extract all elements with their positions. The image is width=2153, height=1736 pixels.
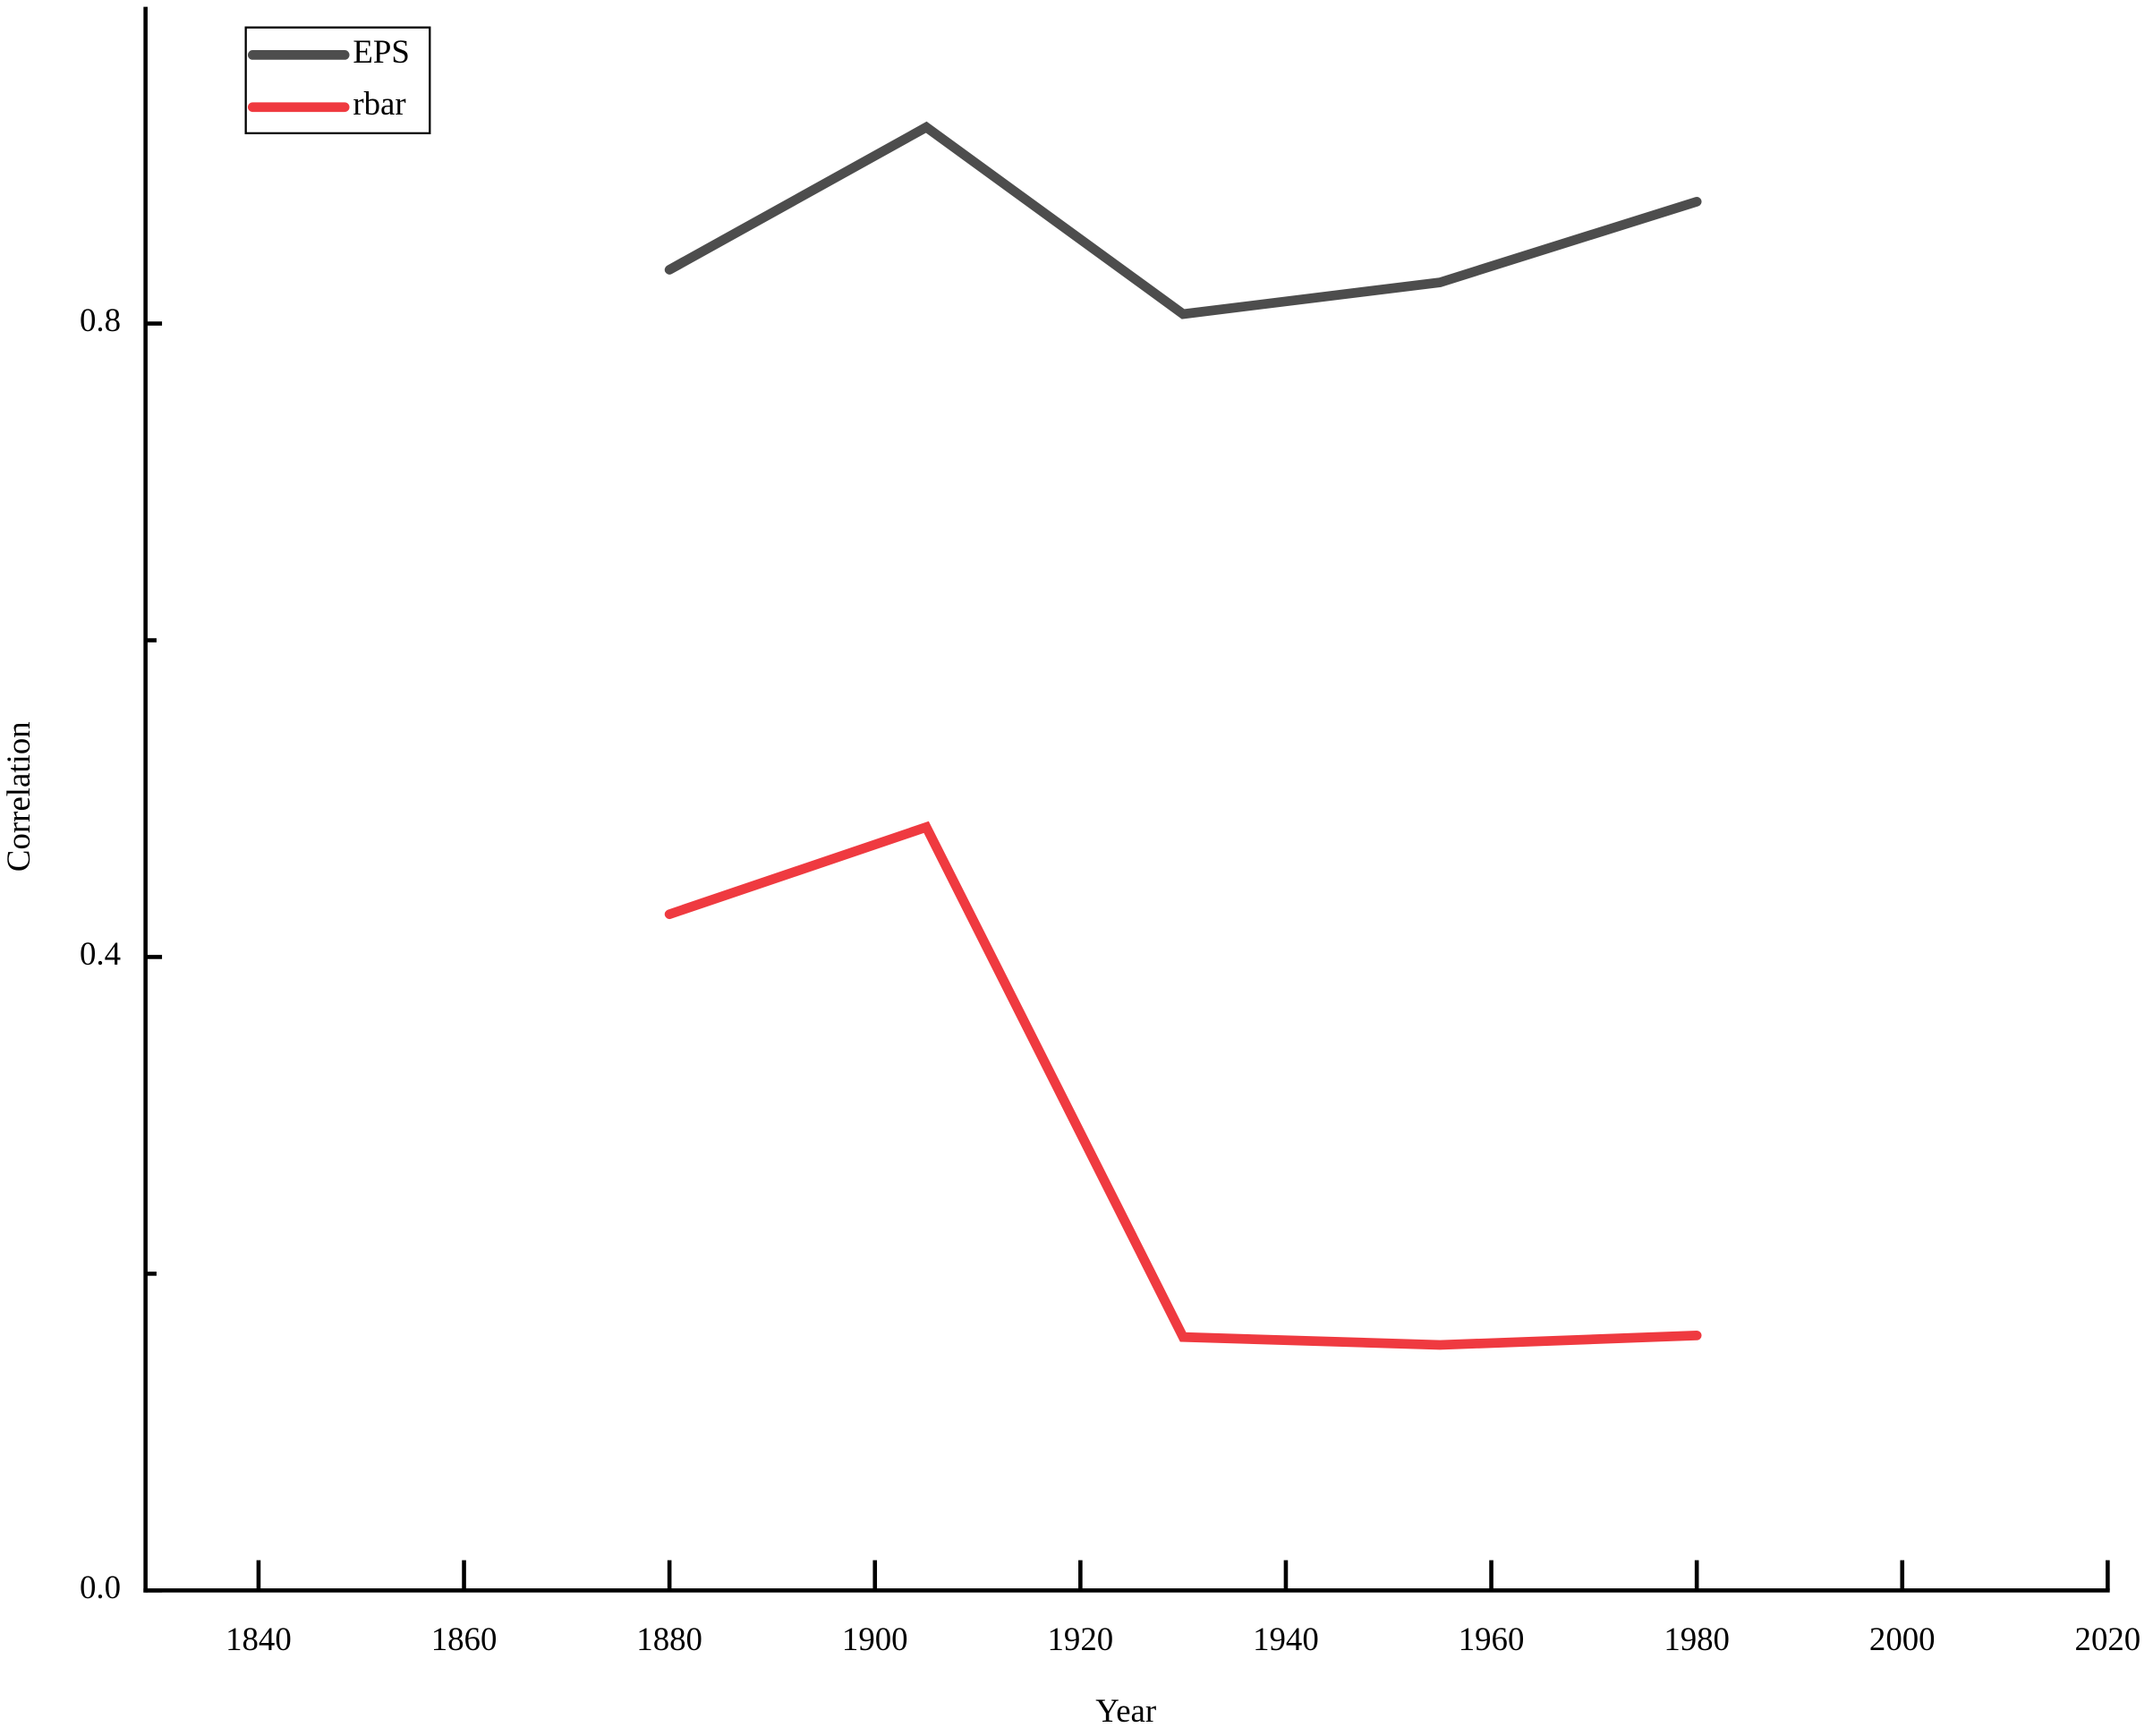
x-tick-label: 2000 [1869, 1621, 1936, 1657]
legend-label: EPS [353, 33, 409, 70]
x-tick-label: 1980 [1664, 1621, 1730, 1657]
x-tick-label: 1920 [1048, 1621, 1114, 1657]
y-tick-label: 0.4 [80, 935, 121, 972]
line-series [664, 121, 1702, 319]
y-axis-title: Correlation [0, 721, 37, 872]
legend-box [244, 26, 431, 135]
x-tick-label: 1960 [1459, 1621, 1525, 1657]
line-series [664, 821, 1702, 1350]
legend-label: rbar [353, 85, 405, 122]
x-tick-label: 1940 [1253, 1621, 1319, 1657]
x-tick-label: 2020 [2075, 1621, 2141, 1657]
x-tick-label: 1860 [431, 1621, 498, 1657]
y-tick-label: 0.0 [80, 1569, 121, 1605]
x-tick-label: 1840 [226, 1621, 292, 1657]
y-tick-label: 0.8 [80, 302, 121, 338]
x-axis-title: Year [1095, 1692, 1156, 1729]
x-tick-label: 1880 [636, 1621, 702, 1657]
x-tick-label: 1900 [842, 1621, 908, 1657]
